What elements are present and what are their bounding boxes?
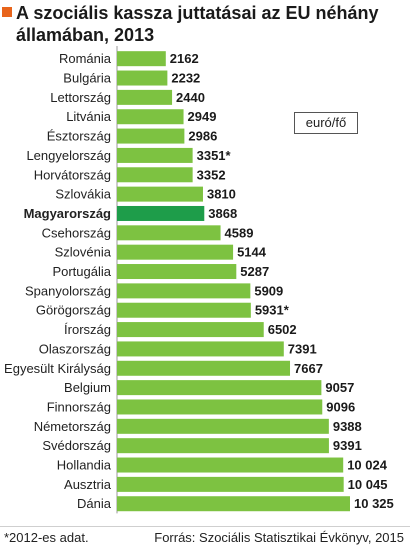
bar bbox=[117, 302, 251, 318]
value-label: 5909 bbox=[254, 283, 283, 298]
category-label: Ausztria bbox=[64, 477, 112, 492]
value-label: 3351* bbox=[197, 148, 232, 163]
value-label: 2162 bbox=[170, 51, 199, 66]
bar bbox=[117, 380, 322, 396]
category-label: Magyarország bbox=[24, 206, 111, 221]
value-label: 5287 bbox=[240, 264, 269, 279]
category-label: Hollandia bbox=[57, 458, 112, 473]
bar bbox=[117, 167, 193, 183]
bar bbox=[117, 70, 168, 86]
category-label: Spanyolország bbox=[25, 283, 111, 298]
value-label: 2440 bbox=[176, 90, 205, 105]
bar bbox=[117, 438, 329, 454]
chart-title: A szociális kassza juttatásai az EU néhá… bbox=[16, 3, 379, 45]
footnote: *2012-es adat. bbox=[4, 530, 89, 545]
value-label: 2986 bbox=[188, 129, 217, 144]
category-label: Finnország bbox=[47, 399, 111, 414]
bar bbox=[117, 360, 291, 376]
value-label: 5144 bbox=[237, 245, 267, 260]
value-label: 7391 bbox=[288, 341, 317, 356]
bar bbox=[117, 399, 323, 415]
value-label: 9096 bbox=[326, 399, 355, 414]
value-label: 10 045 bbox=[348, 477, 388, 492]
value-label: 2232 bbox=[171, 71, 200, 86]
bar-highlighted bbox=[117, 205, 205, 221]
category-label: Litvánia bbox=[66, 109, 112, 124]
value-label: 9391 bbox=[333, 438, 362, 453]
category-label: Görögország bbox=[36, 303, 111, 318]
bar bbox=[117, 225, 221, 241]
category-label: Észtország bbox=[47, 129, 111, 144]
bar bbox=[117, 51, 166, 67]
bar bbox=[117, 244, 234, 260]
bar bbox=[117, 147, 193, 163]
value-label: 6502 bbox=[268, 322, 297, 337]
bar bbox=[117, 322, 264, 338]
value-label: 4589 bbox=[225, 225, 254, 240]
bar-chart: Románia 2162 Bulgária 2232 Lettország 2440 Lit… bbox=[4, 46, 394, 514]
value-label: 2949 bbox=[188, 109, 217, 124]
bar bbox=[117, 476, 344, 492]
value-label: 9388 bbox=[333, 419, 362, 434]
value-label: 3352 bbox=[197, 167, 226, 182]
category-label: Szlovákia bbox=[55, 187, 111, 202]
category-label: Portugália bbox=[52, 264, 111, 279]
value-label: 3810 bbox=[207, 187, 236, 202]
bar bbox=[117, 264, 237, 280]
category-label: Horvátország bbox=[34, 167, 111, 182]
category-label: Svédország bbox=[42, 438, 111, 453]
bar bbox=[117, 457, 344, 473]
category-label: Románia bbox=[59, 51, 112, 66]
category-label: Írország bbox=[64, 322, 111, 337]
category-label: Lengyelország bbox=[26, 148, 111, 163]
source-note: Forrás: Szociális Statisztikai Évkönyv, … bbox=[154, 530, 404, 545]
bar bbox=[117, 89, 173, 105]
category-label: Lettország bbox=[50, 90, 111, 105]
title-accent-square bbox=[2, 7, 12, 17]
category-label: Egyesült Királyság bbox=[4, 361, 111, 376]
bar bbox=[117, 418, 329, 434]
unit-label: euró/fő bbox=[294, 112, 358, 134]
value-label: 5931* bbox=[255, 303, 290, 318]
bar bbox=[117, 341, 284, 357]
value-label: 3868 bbox=[208, 206, 237, 221]
category-label: Olaszország bbox=[39, 341, 111, 356]
value-label: 10 325 bbox=[354, 496, 394, 511]
value-label: 10 024 bbox=[347, 458, 388, 473]
category-label: Szlovénia bbox=[55, 245, 112, 260]
category-label: Csehország bbox=[42, 225, 111, 240]
category-label: Belgium bbox=[64, 380, 111, 395]
bar bbox=[117, 283, 251, 299]
bar bbox=[117, 128, 185, 144]
bar bbox=[117, 109, 184, 125]
value-label: 7667 bbox=[294, 361, 323, 376]
bar bbox=[117, 186, 203, 202]
bar bbox=[117, 496, 350, 512]
category-label: Németország bbox=[34, 419, 111, 434]
category-label: Bulgária bbox=[63, 71, 111, 86]
category-label: Dánia bbox=[77, 496, 112, 511]
footer-divider bbox=[0, 526, 410, 527]
value-label: 9057 bbox=[325, 380, 354, 395]
